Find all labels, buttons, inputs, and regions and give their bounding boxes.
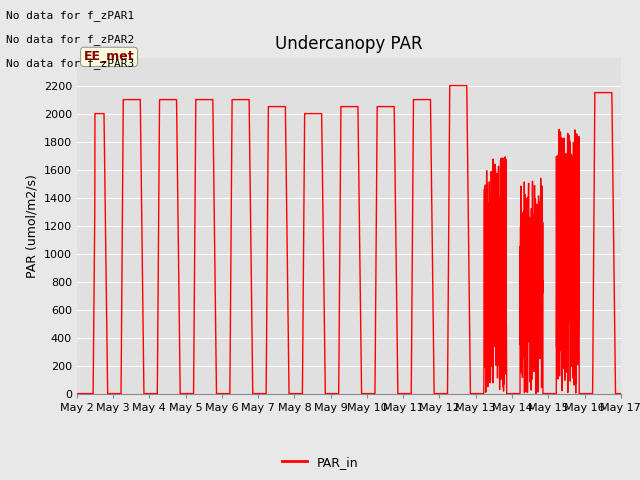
Text: No data for f_zPAR1: No data for f_zPAR1 [6, 10, 134, 21]
Text: No data for f_zPAR3: No data for f_zPAR3 [6, 58, 134, 69]
Text: EE_met: EE_met [84, 50, 134, 63]
Y-axis label: PAR (umol/m2/s): PAR (umol/m2/s) [25, 174, 38, 277]
Legend: PAR_in: PAR_in [276, 451, 364, 474]
Title: Undercanopy PAR: Undercanopy PAR [275, 35, 422, 53]
Text: No data for f_zPAR2: No data for f_zPAR2 [6, 34, 134, 45]
